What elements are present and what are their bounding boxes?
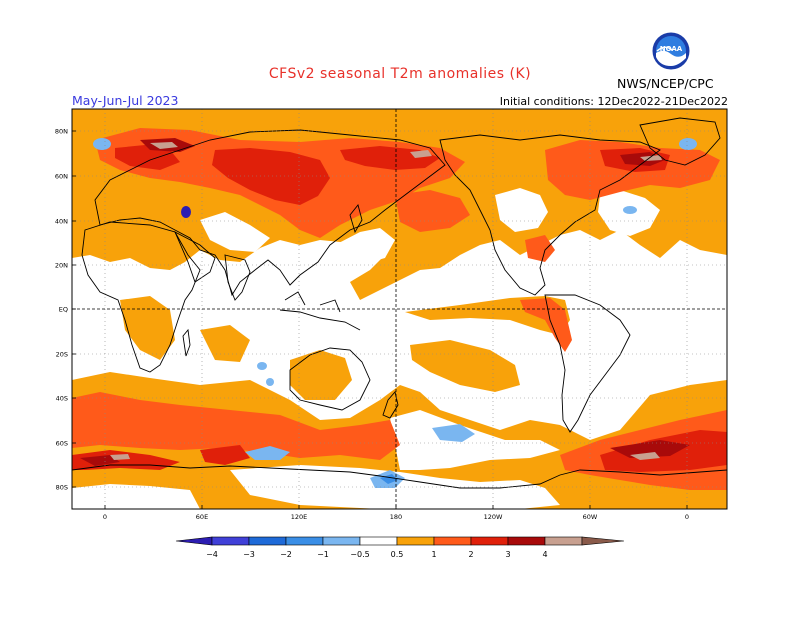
legend-tick-label: −3 <box>243 550 255 559</box>
north-america-outline <box>439 134 661 296</box>
greenland-outline <box>639 117 721 166</box>
eurasia-outline <box>94 129 446 297</box>
latitude-label: 20S <box>56 351 68 359</box>
legend-swatch <box>285 536 324 546</box>
color-legend: −4 −3 −2 −1 −0.5 0.5 1 2 3 4 <box>175 536 625 559</box>
enso-red-core <box>520 298 572 352</box>
indian-ocean-cold-spot-2 <box>266 378 274 386</box>
western-us-orange-red-core <box>525 235 555 262</box>
legend-tick-label: −1 <box>317 550 329 559</box>
north-atlantic-cold-spot <box>93 138 111 150</box>
latitude-label: 60N <box>55 173 68 181</box>
legend-tick-label: −0.5 <box>350 550 369 559</box>
indonesia-outline <box>279 291 361 331</box>
africa-outline <box>81 221 201 373</box>
caspian-cold-spot <box>181 206 191 218</box>
asia-white-patch <box>200 212 270 252</box>
longitude-label: 120W <box>484 513 503 521</box>
noaa-logo-icon: NOAA <box>652 32 690 70</box>
legend-swatch <box>507 536 546 546</box>
coastlines <box>72 117 727 489</box>
chart-title: CFSv2 seasonal T2m anomalies (K) <box>268 66 532 82</box>
latitude-label: 20N <box>55 262 68 270</box>
europe-red-core <box>115 145 180 170</box>
south-pacific-warm-patch <box>410 340 520 392</box>
australia-outline <box>289 347 371 411</box>
latitude-axis: 80N 60N 40N 20N EQ 20S 40S 60S 80S <box>55 128 76 492</box>
india-outline <box>224 254 251 301</box>
legend-swatch <box>322 536 361 546</box>
longitude-label: 0 <box>685 513 689 521</box>
longitude-label: 180 <box>390 513 402 521</box>
southern-ocean-red-core-2 <box>200 445 250 465</box>
antarctica-white-interior-2 <box>72 484 200 509</box>
legend-swatch <box>470 536 509 546</box>
legend-tick-label: 3 <box>505 550 510 559</box>
pacific-white-gap <box>335 228 395 265</box>
japan-outline <box>349 204 363 234</box>
atlantic-cold-spot <box>623 206 637 214</box>
north-pacific-orange-red-core <box>395 190 470 232</box>
legend-tick-label: −2 <box>280 550 292 559</box>
legend-swatch <box>359 536 398 546</box>
initial-conditions-label: Initial conditions: 12Dec2022-21Dec2022 <box>499 95 728 108</box>
arctic-pink-core-3 <box>640 155 662 161</box>
longitude-label: 60E <box>196 513 208 521</box>
antarctic-pink-core-2 <box>110 454 130 460</box>
new-zealand-outline <box>382 391 399 419</box>
africa-warm-patch <box>120 296 175 360</box>
anomaly-field <box>72 109 727 509</box>
longitude-label: 0 <box>103 513 107 521</box>
latitude-label: 80S <box>56 484 68 492</box>
australia-warm-patch <box>290 350 352 400</box>
svg-text:NOAA: NOAA <box>660 45 683 53</box>
legend-tick-label: 4 <box>542 550 547 559</box>
arctic-cold-spot <box>679 138 697 150</box>
period-label: May-Jun-Jul 2023 <box>72 93 179 108</box>
southern-ocean-orange-red-band <box>72 392 400 460</box>
legend-swatch <box>248 536 287 546</box>
legend-max-arrow <box>581 536 625 546</box>
arctic-pink-core-2 <box>410 150 432 158</box>
southern-cold-patch-2 <box>432 424 475 442</box>
antarctica-outline <box>72 464 727 489</box>
arctic-pink-core <box>150 142 178 149</box>
legend-tick-label: 0.5 <box>391 550 404 559</box>
arabia-outline <box>174 231 216 283</box>
latitude-label: 80N <box>55 128 68 136</box>
legend-swatch <box>544 536 583 546</box>
legend-min-arrow <box>175 536 213 546</box>
legend-swatch <box>396 536 435 546</box>
longitude-label: 60W <box>583 513 598 521</box>
longitude-axis: 0 60E 120E 180 120W 60W 0 <box>103 505 689 521</box>
southern-cold-patch <box>245 446 290 460</box>
agency-label: NWS/NCEP/CPC <box>617 76 714 91</box>
legend-swatch <box>211 536 250 546</box>
indian-ocean-cold-spot <box>257 362 267 370</box>
madagascar-outline <box>182 328 191 357</box>
latitude-label: EQ <box>59 306 68 314</box>
antarctic-pink-core <box>630 452 660 460</box>
legend-tick-label: 1 <box>431 550 436 559</box>
latitude-label: 40N <box>55 218 68 226</box>
indian-ocean-warm-patch <box>200 325 250 362</box>
antarctic-dark-red-core <box>80 455 120 466</box>
legend-tick-label: 2 <box>468 550 473 559</box>
longitude-label: 120E <box>291 513 308 521</box>
central-asia-red-core <box>212 148 330 205</box>
south-america-outline <box>544 294 631 433</box>
latitude-label: 60S <box>56 440 68 448</box>
southern-ocean-dark-red-core <box>610 440 690 458</box>
legend-swatch <box>433 536 472 546</box>
latitude-label: 40S <box>56 395 68 403</box>
south-pacific-white-gap <box>390 410 560 470</box>
legend-tick-label: −4 <box>206 550 218 559</box>
